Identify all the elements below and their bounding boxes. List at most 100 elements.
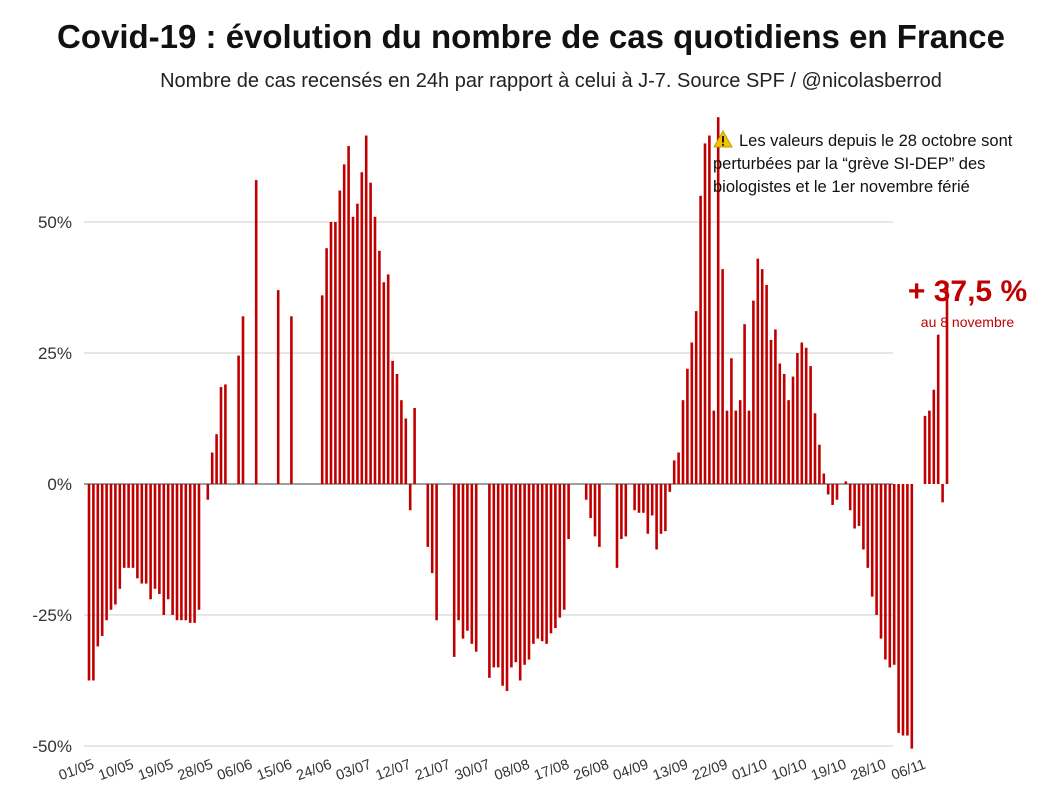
bar [523,484,526,665]
annotation-text: Les valeurs depuis le 28 octobre sont pe… [713,132,1013,196]
bar [725,410,729,484]
bar [219,387,223,484]
bar [756,258,760,484]
bar [144,484,148,584]
bar [892,484,896,665]
bar [589,484,592,519]
x-tick-label: 15/06 [255,757,295,784]
bar [540,484,544,642]
bar [210,452,214,484]
bar [452,484,456,657]
bar [743,324,746,484]
bar [474,484,478,652]
bar [752,300,755,484]
bar [386,274,390,484]
bar [369,182,372,484]
bar [188,484,192,623]
x-tick-label: 24/06 [294,757,334,784]
bar [532,484,535,644]
bar [875,484,878,615]
bar [224,384,227,484]
bar [822,473,826,484]
bar [162,484,166,615]
bar [708,135,711,485]
bar [813,413,817,484]
bar [831,484,834,505]
x-tick-label: 13/09 [651,757,691,784]
bar [241,316,245,484]
bar [888,484,892,668]
bar [320,295,324,484]
bar [800,342,804,484]
bar [545,484,548,644]
y-axis-tick-labels: 50% 25% 0% -25% -50% [32,213,72,756]
bar [928,410,931,484]
bar [804,347,808,484]
bar [96,484,100,647]
bar [932,389,936,484]
bar [400,400,403,484]
bar [650,484,654,516]
bar [197,484,201,610]
bar [290,316,293,484]
bar [395,373,399,484]
bar [131,484,135,568]
bar [457,484,460,621]
bar [558,484,562,618]
bar [734,410,738,484]
bar [659,484,663,534]
y-tick-label: -25% [32,606,72,625]
bar [413,408,416,484]
bar [391,360,394,484]
chart-title: Covid-19 : évolution du nombre de cas qu… [57,18,1005,55]
bar [351,216,355,484]
bar [848,484,852,511]
bar [668,484,672,492]
x-tick-label: 10/10 [770,757,810,784]
bar [237,355,240,484]
bar [853,484,856,529]
bar [769,339,773,484]
bar [747,410,751,484]
bar [171,484,174,615]
x-tick-label: 26/08 [572,757,612,784]
bar [180,484,183,621]
bar [408,484,412,511]
bar [637,484,641,513]
bar [884,484,887,660]
bar [206,484,210,500]
bar [347,146,350,484]
bar [466,484,469,631]
bar [514,484,518,663]
x-axis-tick-labels: 01/05 10/05 19/05 28/05 06/06 15/06 24/06 03/07… [57,757,928,784]
x-tick-label: 06/11 [889,757,928,784]
chart-subtitle: Nombre de cas recensés en 24h par rappor… [160,70,942,92]
bar [329,222,333,484]
bar [712,410,716,484]
bar [492,484,496,668]
bar [844,481,848,484]
bar [92,484,95,681]
bar [87,484,91,681]
bar [672,460,676,484]
bar [642,484,645,513]
bar [624,484,628,537]
bar [716,117,720,484]
bar [140,484,144,584]
bar [787,400,790,484]
bar [158,484,161,595]
bar [356,203,359,484]
bar [549,484,553,634]
bar [730,358,733,484]
bar [686,368,689,484]
bar [127,484,130,568]
bar [906,484,909,736]
bar [373,216,377,484]
bar [677,452,680,484]
bar [901,484,905,736]
bar [184,484,188,621]
bar [655,484,658,550]
x-tick-label: 22/09 [690,757,730,784]
bar [866,484,870,568]
